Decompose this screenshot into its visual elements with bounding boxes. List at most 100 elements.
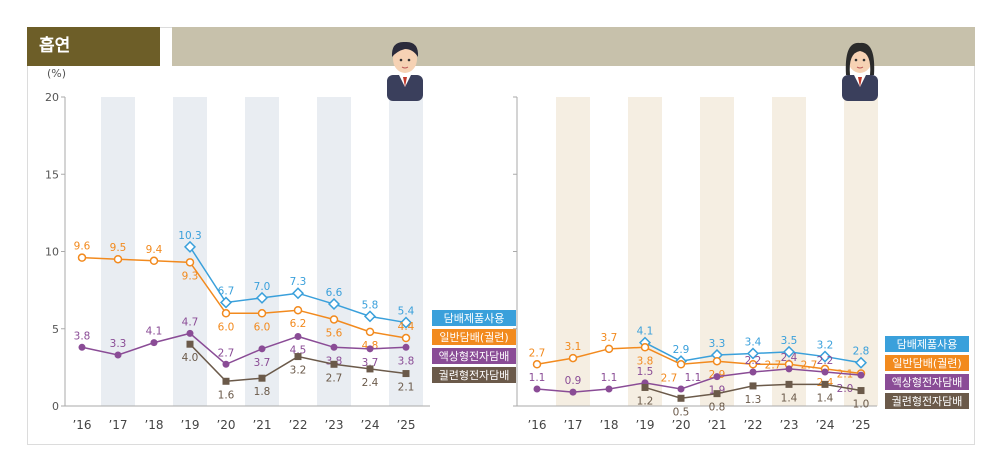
data-label: 2.1 [837,369,854,381]
data-point [402,343,410,351]
data-point [291,287,305,300]
data-label: 9.3 [182,270,199,282]
data-label: 3.4 [745,336,762,348]
legend-label: 담배제품사용 [897,338,958,351]
data-label: 3.7 [362,357,379,369]
legend-swatch [432,310,516,326]
data-label: 3.7 [601,332,618,344]
data-label: 2.7 [326,372,343,384]
data-label: 3.8 [74,330,91,342]
data-label: 1.3 [745,394,762,406]
avatar-eye [407,58,411,62]
data-point [676,360,686,369]
legend-swatch [432,348,516,364]
data-label: 3.8 [398,355,415,367]
data-label: 3.2 [817,340,834,352]
data-point [258,374,266,382]
data-point [150,339,158,347]
legend-swatch [885,393,969,409]
data-point [327,298,341,311]
x-tick-label: ’23 [324,418,343,432]
data-label: 4.4 [398,321,415,333]
data-point [782,345,796,358]
data-label: 6.7 [218,285,235,297]
y-tick-label: 5 [52,323,59,336]
data-point [185,258,195,267]
x-tick-label: ’18 [599,418,618,432]
data-point [748,360,758,369]
header-band [172,27,975,66]
data-point [221,309,231,318]
data-label: 2.4 [362,377,379,389]
data-point [258,345,266,353]
x-tick-label: ’20 [216,418,235,432]
avatar-hair [391,41,419,57]
legend-label: 액상형전자담배 [892,376,963,389]
legend-swatch [432,329,516,345]
data-point [330,360,338,368]
data-label: 2.1 [398,382,415,394]
data-label: 1.4 [817,392,834,404]
x-tick-label: ’24 [360,418,379,432]
data-label: 1.0 [853,399,870,411]
data-label: 4.7 [182,316,199,328]
data-point [294,332,302,340]
data-label: 0.5 [673,406,690,418]
data-point [222,377,230,385]
data-point [857,387,865,395]
data-label: 2.7 [765,359,782,371]
data-label: 1.1 [685,372,702,384]
data-label: 9.5 [110,242,127,254]
data-point [330,343,338,351]
legend-swatch [885,355,969,371]
x-tick-label: ’19 [635,418,654,432]
avatar-mouth [856,66,864,69]
data-label: 6.0 [254,321,271,333]
data-label: 5.8 [362,299,379,311]
x-tick-label: ’18 [144,418,163,432]
avatar-eye [862,58,866,62]
legend-swatch [432,367,516,383]
data-label: 4.1 [146,326,163,338]
data-label: 9.6 [74,241,91,253]
data-label: 2.9 [673,344,690,356]
avatar-eye [854,58,858,62]
x-tick-label: ’22 [288,418,307,432]
series-line [536,368,862,393]
stripe-band [628,97,662,406]
x-tick-label: ’16 [72,418,91,432]
data-point [114,351,122,359]
data-point [183,240,197,253]
data-point [399,316,413,329]
data-label: 10.3 [178,230,201,242]
stripe-band [389,97,423,406]
chart-panel-left: 0 5 10 15 20 (%) ’16 ’17 ’18 ’19 ’20 ’21 ’22 ’23 ’24 ’2… [45,41,516,432]
x-tick-label: ’17 [563,418,582,432]
x-tick-label: ’17 [108,418,127,432]
data-point [257,309,267,318]
x-tick-label: ’25 [851,418,870,432]
x-tick-label: ’16 [527,418,546,432]
data-label: 3.3 [110,338,127,350]
data-label: 3.3 [709,338,726,350]
data-label: 2.4 [781,352,798,364]
data-label: 3.1 [565,341,582,353]
data-point [78,343,86,351]
x-tick-label: ’20 [671,418,690,432]
chart-panel-right: ’16 ’17 ’18 ’19 ’20 ’21 ’22 ’23 ’24 ’25 4.1 2.9 3.3 3… [513,42,969,432]
data-point [641,383,649,391]
data-point [402,370,410,378]
data-point [785,380,793,388]
data-label: 6.0 [218,321,235,333]
data-point [365,327,375,337]
data-label: 4.0 [182,352,199,364]
data-point [677,394,685,402]
data-point [293,305,303,315]
data-point [857,371,865,379]
data-point [749,368,757,376]
y-tick-label: 20 [45,91,59,104]
data-label: 6.2 [290,318,307,330]
data-label: 2.8 [853,346,870,358]
data-label: 2.2 [817,355,834,367]
